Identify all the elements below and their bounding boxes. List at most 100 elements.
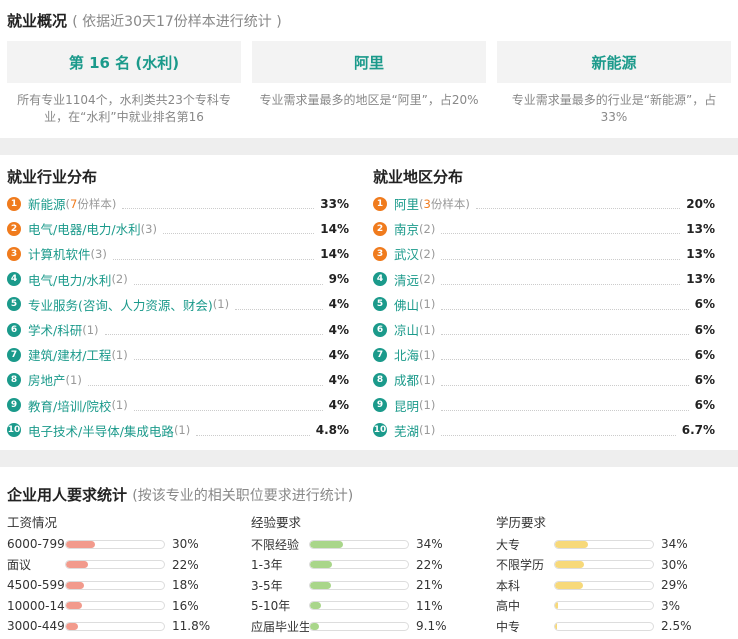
requirement-row: 中专 2.5% <box>496 616 716 637</box>
rank-badge: 5 <box>7 297 21 312</box>
salary-column: 工资情况 6000-7999 30% 面议 22% 4500-5999 18% 10000-1… <box>7 512 227 637</box>
dotted-leader <box>196 434 310 436</box>
item-name-link[interactable]: 成都 <box>394 373 420 389</box>
list-item[interactable]: 5 专业服务(咨询、人力资源、财会) (1) 4% <box>7 292 349 317</box>
list-item[interactable]: 9 昆明 (1) 6% <box>373 393 715 418</box>
dotted-leader <box>441 233 681 235</box>
top-region-card: 阿里 <box>252 41 486 83</box>
progress-bar <box>309 601 409 611</box>
list-item[interactable]: 3 计算机软件 (3) 14% <box>7 241 349 266</box>
item-name-link[interactable]: 专业服务(咨询、人力资源、财会) <box>28 297 213 313</box>
dotted-leader <box>475 208 681 210</box>
industry-list: 1 新能源 (7份样本) 33% 2 电气/电器/电力/水利 (3) 14% 3 计算机软件 (3)… <box>7 191 349 443</box>
percentage: 14% <box>320 246 349 261</box>
item-name-link[interactable]: 北海 <box>394 348 420 364</box>
percentage: 4.8% <box>315 423 349 438</box>
list-item[interactable]: 7 北海 (1) 6% <box>373 342 715 367</box>
dotted-leader <box>112 258 315 260</box>
list-item[interactable]: 1 新能源 (7份样本) 33% <box>7 191 349 216</box>
sample-count: (1) <box>419 423 436 438</box>
progress-fill <box>66 602 82 610</box>
requirement-label: 中专 <box>496 619 521 634</box>
item-name-link[interactable]: 电气/电力/水利 <box>28 272 112 288</box>
sample-count: (3) <box>90 246 107 261</box>
requirement-label: 3000-4499 <box>7 619 65 634</box>
requirement-row: 应届毕业生 9.1% <box>251 616 471 637</box>
requirement-label: 1-3年 <box>251 558 283 573</box>
item-name-link[interactable]: 凉山 <box>394 323 420 339</box>
list-item[interactable]: 1 阿里 (3份样本) 20% <box>373 191 715 216</box>
item-name-link[interactable]: 清远 <box>394 272 420 288</box>
list-item[interactable]: 4 清远 (2) 13% <box>373 267 715 292</box>
list-item[interactable]: 10 电子技术/半导体/集成电路 (1) 4.8% <box>7 418 349 443</box>
percentage: 6% <box>694 347 715 362</box>
list-item[interactable]: 8 成都 (1) 6% <box>373 367 715 392</box>
industry-header: 就业行业分布 <box>7 168 98 186</box>
requirement-label: 4500-5999 <box>7 578 65 593</box>
sample-count: (1) <box>173 423 191 438</box>
requirement-row: 5-10年 11% <box>251 596 471 617</box>
item-name-link[interactable]: 学术/科研 <box>28 323 83 339</box>
item-name-link[interactable]: 南京 <box>394 222 420 238</box>
rank-badge: 10 <box>373 423 387 438</box>
progress-bar <box>309 621 409 631</box>
percentage: 6.7% <box>681 423 715 438</box>
top-region-card-value: 阿里 <box>353 53 384 72</box>
requirement-row: 4500-5999 18% <box>7 575 227 596</box>
percentage: 4% <box>328 297 349 312</box>
rank-badge: 9 <box>373 398 387 413</box>
dotted-leader <box>441 258 681 260</box>
item-name-link[interactable]: 计算机软件 <box>28 247 91 263</box>
list-item[interactable]: 10 芜湖 (1) 6.7% <box>373 418 715 443</box>
item-name-link[interactable]: 电子技术/半导体/集成电路 <box>28 423 174 439</box>
sample-count: (1) <box>82 322 99 337</box>
progress-fill <box>310 602 321 610</box>
progress-bar <box>65 580 165 590</box>
list-item[interactable]: 2 南京 (2) 13% <box>373 216 715 241</box>
dotted-leader <box>162 233 315 235</box>
item-name-link[interactable]: 电气/电器/电力/水利 <box>28 222 141 238</box>
list-item[interactable]: 5 佛山 (1) 6% <box>373 292 715 317</box>
item-name-link[interactable]: 武汉 <box>394 247 420 263</box>
dotted-leader <box>235 308 323 310</box>
list-item[interactable]: 2 电气/电器/电力/水利 (3) 14% <box>7 216 349 241</box>
list-item[interactable]: 6 凉山 (1) 6% <box>373 317 715 342</box>
requirement-percentage: 30% <box>172 537 199 552</box>
dotted-leader <box>441 308 689 310</box>
list-item[interactable]: 3 武汉 (2) 13% <box>373 241 715 266</box>
sample-count: (2) <box>111 272 128 287</box>
percentage: 13% <box>686 246 715 261</box>
list-item[interactable]: 4 电气/电力/水利 (2) 9% <box>7 267 349 292</box>
list-item[interactable]: 9 教育/培训/院校 (1) 4% <box>7 393 349 418</box>
item-name-link[interactable]: 建筑/建材/工程 <box>28 348 112 364</box>
rank-badge: 2 <box>373 221 387 236</box>
top-region-card-desc: 专业需求量最多的地区是“阿里”，占20% <box>259 93 479 107</box>
requirement-label: 高中 <box>496 599 521 614</box>
list-item[interactable]: 7 建筑/建材/工程 (1) 4% <box>7 342 349 367</box>
percentage: 14% <box>320 221 349 236</box>
top-industry-card-value: 新能源 <box>591 53 637 72</box>
list-item[interactable]: 8 房地产 (1) 4% <box>7 367 349 392</box>
requirement-label: 6000-7999 <box>7 537 65 552</box>
requirement-label: 大专 <box>496 537 521 552</box>
item-name-link[interactable]: 昆明 <box>394 398 420 414</box>
rank-badge: 3 <box>373 246 387 261</box>
dotted-leader <box>441 409 689 411</box>
item-name-link[interactable]: 阿里 <box>394 197 420 213</box>
item-name-link[interactable]: 新能源 <box>28 197 66 213</box>
column-title: 学历要求 <box>496 515 547 530</box>
progress-fill <box>555 581 584 589</box>
sample-count: (1) <box>419 322 436 337</box>
progress-fill <box>555 540 589 548</box>
item-name-link[interactable]: 佛山 <box>394 297 420 313</box>
item-name-link[interactable]: 房地产 <box>28 373 66 389</box>
sample-count: (1) <box>419 347 436 362</box>
list-item[interactable]: 6 学术/科研 (1) 4% <box>7 317 349 342</box>
sample-count: (2) <box>419 272 436 287</box>
item-name-link[interactable]: 芜湖 <box>394 423 420 439</box>
rank-card-value: 第 16 名 (水利) <box>68 53 180 72</box>
sample-count: (3) <box>140 221 157 236</box>
item-name-link[interactable]: 教育/培训/院校 <box>28 398 112 414</box>
requirement-percentage: 16% <box>172 598 199 613</box>
requirement-row: 本科 29% <box>496 575 716 596</box>
